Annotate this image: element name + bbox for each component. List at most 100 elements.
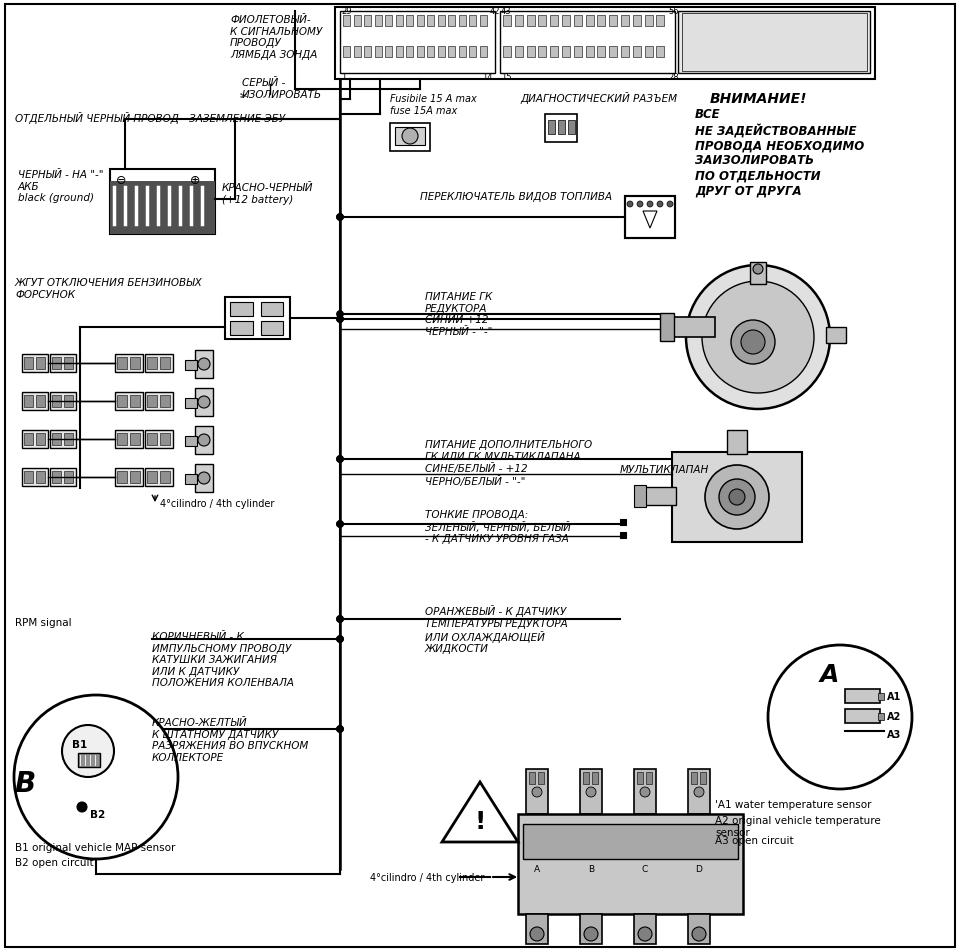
- Text: 28: 28: [668, 73, 679, 82]
- Bar: [406, 16, 413, 27]
- Bar: [364, 47, 371, 58]
- Bar: [682, 14, 867, 72]
- Bar: [185, 474, 197, 485]
- Bar: [117, 433, 127, 446]
- Bar: [36, 433, 45, 446]
- Bar: [479, 47, 487, 58]
- Bar: [22, 430, 48, 448]
- Bar: [145, 392, 173, 410]
- Circle shape: [532, 787, 542, 797]
- Bar: [515, 47, 523, 58]
- Circle shape: [719, 480, 755, 515]
- Bar: [390, 124, 430, 151]
- Bar: [395, 128, 425, 146]
- Circle shape: [768, 645, 912, 789]
- Circle shape: [337, 725, 344, 733]
- Text: ЧЕРНЫЙ - НА "-"
АКБ
black (ground): ЧЕРНЫЙ - НА "-" АКБ black (ground): [18, 169, 104, 203]
- Bar: [52, 433, 61, 446]
- Bar: [642, 487, 676, 506]
- Bar: [657, 16, 664, 27]
- Bar: [597, 16, 606, 27]
- Text: ВСЕ
НЕ ЗАДЕЙСТВОВАННЫЕ
ПРОВОДА НЕОБХОДИМО
ЗАИЗОЛИРОВАТЬ
ПО ОТДЕЛЬНОСТИ
ДРУГ ОТ Д: ВСЕ НЕ ЗАДЕЙСТВОВАННЫЕ ПРОВОДА НЕОБХОДИМ…: [695, 108, 864, 197]
- Circle shape: [627, 202, 633, 208]
- Bar: [117, 358, 127, 369]
- Bar: [147, 358, 157, 369]
- Circle shape: [198, 359, 210, 370]
- Polygon shape: [643, 211, 657, 228]
- Bar: [633, 47, 641, 58]
- Bar: [479, 16, 487, 27]
- Bar: [644, 16, 653, 27]
- Bar: [185, 361, 197, 370]
- Bar: [130, 471, 140, 484]
- Text: ✂: ✂: [240, 89, 248, 100]
- Bar: [353, 47, 361, 58]
- Bar: [22, 468, 48, 486]
- Bar: [64, 433, 73, 446]
- Text: A2 original vehicle temperature
sensor: A2 original vehicle temperature sensor: [715, 815, 880, 837]
- Circle shape: [337, 456, 344, 463]
- Bar: [340, 12, 495, 74]
- Bar: [110, 182, 215, 235]
- Bar: [610, 16, 617, 27]
- Text: ПИТАНИЕ ДОПОЛНИТЕЛЬНОГО
ГК ИЛИ ГК МУЛЬТИКЛАПАНА
СИНЕ/БЕЛЫЙ - +12
ЧЕРНО/БЕЛЫЙ - ": ПИТАНИЕ ДОПОЛНИТЕЛЬНОГО ГК ИЛИ ГК МУЛЬТИ…: [425, 440, 592, 486]
- Text: ДИАГНОСТИЧЕСКИЙ РАЗЪЕМ: ДИАГНОСТИЧЕСКИЙ РАЗЪЕМ: [520, 92, 677, 104]
- Bar: [427, 16, 434, 27]
- Bar: [526, 914, 548, 944]
- Bar: [621, 47, 629, 58]
- Bar: [343, 16, 350, 27]
- Bar: [24, 358, 33, 369]
- Circle shape: [686, 266, 830, 409]
- Bar: [195, 465, 213, 492]
- Bar: [52, 396, 61, 407]
- Circle shape: [337, 521, 344, 528]
- Bar: [24, 471, 33, 484]
- Bar: [24, 433, 33, 446]
- Bar: [396, 47, 402, 58]
- Bar: [335, 8, 875, 80]
- Bar: [117, 396, 127, 407]
- Bar: [64, 358, 73, 369]
- Bar: [646, 772, 652, 784]
- Bar: [527, 16, 535, 27]
- Circle shape: [62, 725, 114, 777]
- Circle shape: [337, 456, 344, 463]
- Bar: [145, 355, 173, 372]
- Text: Fusibile 15 A max
fuse 15A max: Fusibile 15 A max fuse 15A max: [390, 94, 477, 115]
- Circle shape: [584, 927, 598, 941]
- Bar: [130, 433, 140, 446]
- Bar: [526, 769, 548, 814]
- Text: 15: 15: [501, 73, 512, 82]
- Text: 43: 43: [501, 7, 512, 16]
- Bar: [503, 47, 511, 58]
- Bar: [50, 430, 76, 448]
- Bar: [64, 471, 73, 484]
- Bar: [660, 313, 674, 342]
- Bar: [261, 322, 283, 336]
- Bar: [500, 12, 675, 74]
- Text: КОРИЧНЕВЫЙ - К
ИМПУЛЬСНОМУ ПРОВОДУ
КАТУШКИ ЗАЖИГАНИЯ
ИЛИ К ДАТЧИКУ
ПОЛОЖЕНИЯ КОЛ: КОРИЧНЕВЫЙ - К ИМПУЛЬСНОМУ ПРОВОДУ КАТУШ…: [152, 631, 294, 687]
- Bar: [672, 452, 802, 543]
- Bar: [50, 392, 76, 410]
- Circle shape: [694, 787, 704, 797]
- Circle shape: [586, 787, 596, 797]
- Bar: [459, 16, 466, 27]
- Bar: [36, 358, 45, 369]
- Bar: [634, 769, 656, 814]
- Bar: [160, 471, 170, 484]
- Text: B1 original vehicle MAP sensor: B1 original vehicle MAP sensor: [15, 843, 176, 852]
- Text: СЕРЫЙ -
ИЗОЛИРОВАТЬ: СЕРЫЙ - ИЗОЛИРОВАТЬ: [242, 78, 323, 100]
- Bar: [625, 197, 675, 239]
- Bar: [562, 47, 570, 58]
- Text: A1: A1: [887, 691, 901, 702]
- Bar: [448, 16, 455, 27]
- Bar: [406, 47, 413, 58]
- Circle shape: [637, 202, 643, 208]
- Bar: [24, 396, 33, 407]
- Bar: [36, 396, 45, 407]
- Bar: [539, 47, 546, 58]
- Bar: [518, 814, 743, 914]
- Bar: [374, 16, 381, 27]
- Bar: [586, 16, 593, 27]
- Bar: [417, 16, 423, 27]
